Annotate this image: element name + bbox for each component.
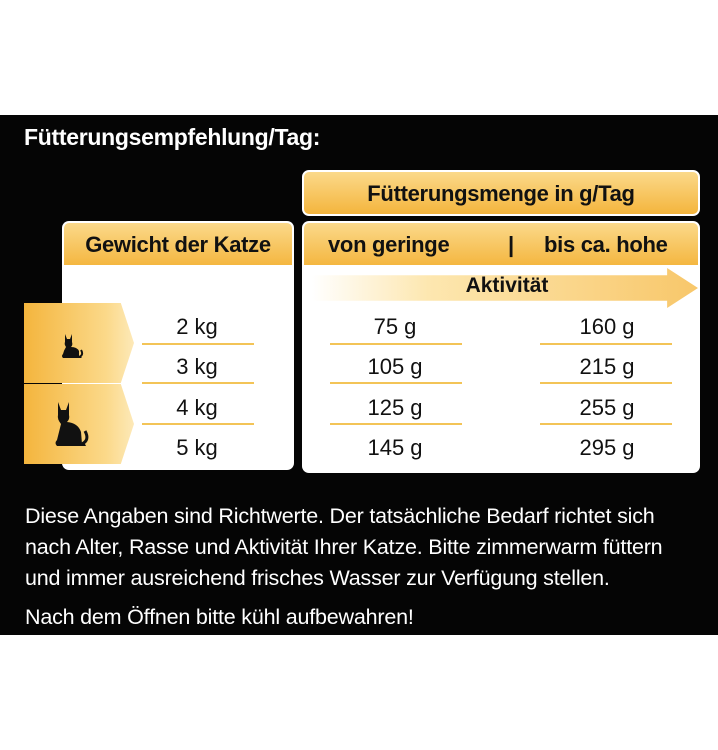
storage-note: Nach dem Öffnen bitte kühl aufbewahren!	[25, 605, 414, 629]
row-divider	[540, 343, 672, 345]
feeding-amount-header: Fütterungsmenge in g/Tag	[302, 170, 700, 216]
weight-cell: 3 kg	[176, 354, 218, 379]
small-cat-tab	[24, 303, 134, 383]
high-amount-cell: 255 g	[579, 395, 635, 420]
row-divider	[142, 423, 254, 425]
high-amount-cell: 215 g	[579, 354, 635, 379]
row-divider	[142, 343, 254, 345]
column-separator: |	[508, 232, 514, 257]
row-divider	[330, 423, 462, 425]
sitting-cat-icon	[55, 402, 89, 446]
activity-columns-header: von geringe | bis ca. hohe	[302, 221, 700, 267]
high-amount-cell: 295 g	[579, 435, 635, 460]
weight-cell: 4 kg	[176, 395, 218, 420]
row-divider	[330, 343, 462, 345]
note-line: und immer ausreichend frisches Wasser zu…	[25, 566, 610, 590]
low-amount-cell: 125 g	[367, 395, 423, 420]
large-cat-tab	[24, 384, 134, 464]
activity-arrow-label: Aktivität	[465, 274, 549, 297]
row-divider	[330, 382, 462, 384]
high-amount-cell: 160 g	[579, 314, 635, 339]
note-line: Diese Angaben sind Richtwerte. Der tatsä…	[25, 504, 655, 528]
weight-cell: 5 kg	[176, 435, 218, 460]
row-divider	[142, 382, 254, 384]
row-divider	[540, 423, 672, 425]
low-amount-cell: 75 g	[373, 314, 417, 339]
weight-cell: 2 kg	[176, 314, 218, 339]
high-activity-label: bis ca. hohe	[544, 232, 668, 257]
low-activity-label: von geringe	[328, 232, 450, 257]
row-divider	[540, 382, 672, 384]
feeding-amount-header-label: Fütterungsmenge in g/Tag	[367, 181, 635, 206]
weight-header-label: Gewicht der Katze	[85, 232, 271, 257]
low-amount-cell: 145 g	[367, 435, 423, 460]
sitting-cat-icon	[62, 334, 84, 358]
low-amount-cell: 105 g	[367, 354, 423, 379]
weight-header: Gewicht der Katze	[62, 221, 294, 267]
page-title: Fütterungsempfehlung/Tag:	[24, 124, 321, 150]
note-line: nach Alter, Rasse und Aktivität Ihrer Ka…	[25, 535, 663, 559]
